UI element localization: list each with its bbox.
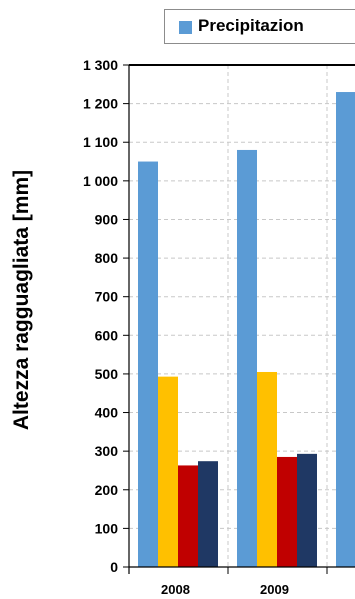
y-tick-label-1200: 1 200 — [83, 96, 118, 112]
bar-series0-cat2 — [336, 92, 355, 568]
y-tick-label-0: 0 — [110, 559, 118, 575]
y-tick-label-1300: 1 300 — [83, 57, 118, 73]
axes — [123, 64, 355, 574]
bar-series1-2008 — [158, 376, 178, 567]
bar-series3-2009 — [297, 453, 317, 567]
y-tick-label-400: 400 — [95, 405, 119, 421]
y-tick-label-1000: 1 000 — [83, 173, 118, 189]
y-tick-label-1100: 1 100 — [83, 134, 118, 150]
y-tick-label-600: 600 — [95, 327, 119, 343]
y-tick-label-300: 300 — [95, 443, 119, 459]
bar-series0-2008 — [138, 161, 158, 568]
bar-series0-2009 — [237, 149, 257, 567]
y-tick-label-200: 200 — [95, 482, 119, 498]
legend: Precipitazion — [164, 9, 355, 44]
x-tick-label-2008: 2008 — [161, 582, 190, 597]
x-tick-label-2009: 2009 — [260, 582, 289, 597]
bar-series3-2008 — [198, 461, 218, 567]
y-tick-label-900: 900 — [95, 211, 119, 227]
legend-label-precipitazion: Precipitazion — [198, 16, 304, 35]
y-tick-label-500: 500 — [95, 366, 119, 382]
bar-series2-2009 — [277, 456, 297, 567]
tick-labels: 0 100 200 300 400 500 600 700 800 900 1 000 1 100 1 … — [83, 57, 289, 597]
y-tick-label-100: 100 — [95, 520, 119, 536]
y-tick-label-700: 700 — [95, 289, 119, 305]
bar-series1-2009 — [257, 371, 277, 567]
bar-series2-2008 — [178, 465, 198, 567]
y-axis-title: Altezza ragguagliata [mm] — [10, 169, 33, 431]
legend-swatch-precipitazion — [179, 21, 192, 34]
bars — [138, 92, 355, 568]
y-tick-label-800: 800 — [95, 250, 119, 266]
